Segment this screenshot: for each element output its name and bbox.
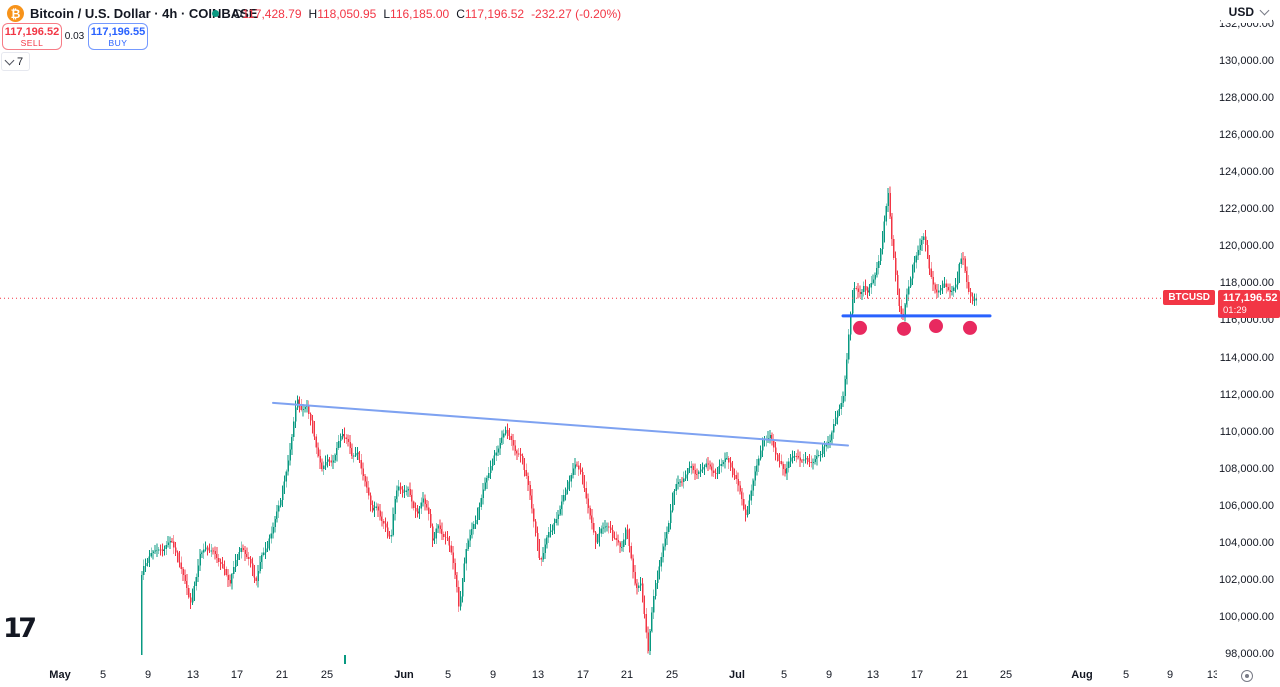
sell-price: 117,196.52 bbox=[4, 25, 60, 38]
price-axis-label: 118,000.00 bbox=[1219, 277, 1274, 290]
close-key: C bbox=[456, 7, 465, 21]
buy-button[interactable]: 117,196.55 BUY bbox=[88, 23, 148, 50]
change-value: -232.27 (-0.20%) bbox=[531, 7, 622, 21]
current-price-value: 117,196.52 bbox=[1223, 292, 1278, 305]
currency-value: USD bbox=[1228, 5, 1254, 19]
symbol-price-badge: BTCUSD bbox=[1163, 290, 1215, 306]
time-axis-label: Jul bbox=[729, 669, 745, 681]
price-axis-label: 110,000.00 bbox=[1219, 425, 1274, 438]
circle-marker[interactable] bbox=[853, 320, 867, 335]
time-axis-label: 25 bbox=[999, 669, 1013, 681]
chevron-down-icon bbox=[1259, 5, 1270, 16]
price-axis-label: 100,000.00 bbox=[1218, 610, 1274, 623]
price-axis-label: 130,000.00 bbox=[1218, 55, 1274, 68]
time-axis-label: 25 bbox=[320, 669, 334, 681]
price-axis-label: 114,000.00 bbox=[1219, 351, 1274, 364]
price-axis-label: 122,000.00 bbox=[1218, 203, 1274, 216]
current-price-tag: 117,196.52 01:29 bbox=[1218, 290, 1280, 319]
circle-marker[interactable] bbox=[929, 319, 943, 334]
time-axis-label: 9 bbox=[489, 669, 497, 681]
price-axis-label: 104,000.00 bbox=[1218, 536, 1274, 549]
circle-marker[interactable] bbox=[897, 321, 911, 336]
time-axis-label: Jun bbox=[394, 669, 414, 681]
open-value: 117,428.79 bbox=[242, 7, 302, 21]
time-axis-label: 13 bbox=[866, 669, 880, 681]
time-axis-label: 5 bbox=[99, 669, 107, 681]
high-value: 118,050.95 bbox=[317, 7, 377, 21]
time-axis-label: 25 bbox=[665, 669, 679, 681]
buy-price: 117,196.55 bbox=[90, 25, 146, 38]
ohlc-readout: O117,428.79 H118,050.95 L116,185.00 C117,19… bbox=[233, 7, 621, 21]
chart-plot[interactable] bbox=[0, 0, 1168, 655]
bar-countdown: 01:29 bbox=[1223, 305, 1247, 317]
sell-label: SELL bbox=[20, 37, 44, 48]
low-value: 116,185.00 bbox=[390, 7, 450, 21]
time-axis-label: 13 bbox=[186, 669, 200, 681]
price-axis[interactable]: 132,000.00 130,000.00 128,000.00 126,000.00… bbox=[1168, 0, 1280, 660]
time-axis-label: 5 bbox=[780, 669, 788, 681]
bitcoin-icon: ₿ bbox=[7, 5, 24, 22]
time-axis[interactable]: May 5 9 13 17 21 25 Jun 5 9 13 17 21 25 Jul 5 9 13 17 21 25 A… bbox=[0, 655, 1280, 687]
buy-label: BUY bbox=[108, 37, 128, 48]
object-tree-count: 7 bbox=[17, 55, 24, 68]
time-axis-label: 21 bbox=[955, 669, 969, 681]
open-key: O bbox=[233, 7, 243, 21]
time-axis-label: 9 bbox=[144, 669, 152, 681]
time-axis-labels: May 5 9 13 17 21 25 Jun 5 9 13 17 21 25 Jul 5 9 13 17 21 25 A… bbox=[0, 655, 1217, 687]
time-axis-label: 5 bbox=[444, 669, 452, 681]
time-axis-label: 17 bbox=[910, 669, 924, 681]
sell-button[interactable]: 117,196.52 SELL bbox=[2, 23, 62, 50]
time-axis-label: 17 bbox=[576, 669, 590, 681]
price-axis-label: 102,000.00 bbox=[1218, 573, 1274, 586]
candles bbox=[141, 186, 977, 655]
time-axis-label: Aug bbox=[1071, 669, 1093, 681]
low-key: L bbox=[383, 7, 391, 21]
currency-dropdown[interactable]: USD bbox=[1220, 2, 1272, 23]
close-value: 117,196.52 bbox=[464, 7, 525, 21]
time-axis-label: 9 bbox=[825, 669, 833, 681]
time-axis-label: May bbox=[49, 669, 71, 681]
price-axis-label: 98,000.00 bbox=[1225, 648, 1274, 660]
time-axis-label: 21 bbox=[275, 669, 289, 681]
time-axis-label: 5 bbox=[1122, 669, 1130, 681]
price-axis-label: 128,000.00 bbox=[1218, 92, 1274, 105]
market-status-icon[interactable] bbox=[212, 10, 219, 17]
price-axis-label: 124,000.00 bbox=[1218, 166, 1274, 179]
time-axis-label: 21 bbox=[620, 669, 634, 681]
chevron-down-icon bbox=[4, 55, 15, 65]
price-axis-label: 126,000.00 bbox=[1218, 129, 1274, 142]
price-axis-label: 120,000.00 bbox=[1218, 240, 1274, 253]
tradingview-logo[interactable]: 17 bbox=[3, 613, 37, 644]
trend-line[interactable] bbox=[272, 401, 849, 447]
symbol-title[interactable]: Bitcoin / U.S. Dollar · 4h · COINBASE bbox=[30, 6, 258, 21]
price-axis-label: 106,000.00 bbox=[1218, 499, 1274, 512]
circle-marker[interactable] bbox=[963, 320, 977, 335]
time-axis-label: 13 bbox=[531, 669, 545, 681]
price-axis-label: 112,000.00 bbox=[1219, 388, 1274, 401]
time-axis-label: 13 bbox=[1206, 669, 1217, 681]
time-axis-label: 17 bbox=[230, 669, 244, 681]
axis-settings-icon[interactable] bbox=[1241, 670, 1253, 682]
session-tick-marker bbox=[344, 655, 346, 664]
price-axis-label: 108,000.00 bbox=[1218, 462, 1274, 475]
time-axis-label: 9 bbox=[1166, 669, 1174, 681]
high-key: H bbox=[308, 7, 318, 21]
object-tree-chip[interactable]: 7 bbox=[1, 52, 31, 71]
spread-value: 0.03 bbox=[64, 31, 85, 42]
